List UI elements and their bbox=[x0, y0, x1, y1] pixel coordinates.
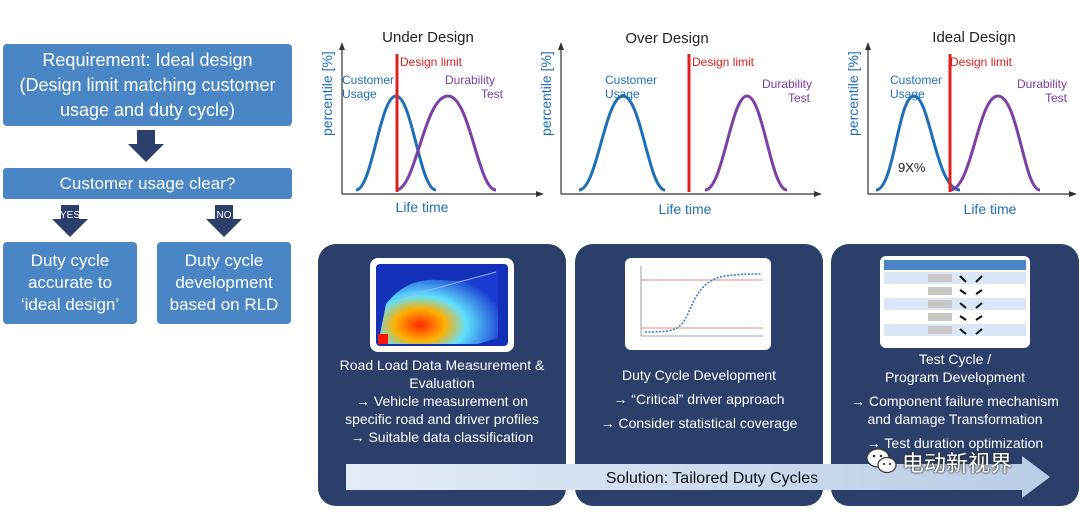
usage-question-box: Customer usage clear? bbox=[3, 168, 292, 199]
no-outcome-line: based on RLD bbox=[169, 295, 279, 314]
panel-line: Duty Cycle Development bbox=[621, 367, 777, 383]
plot-title: Under Design bbox=[382, 29, 474, 46]
customer-usage-curve bbox=[875, 94, 961, 192]
test-cycle-table-image bbox=[880, 256, 1030, 348]
customer-label: Usage bbox=[605, 87, 640, 101]
durability-label: Durability bbox=[445, 73, 495, 87]
plot-title: Over Design bbox=[625, 30, 708, 47]
panel-line: Road Load Data Measurement & bbox=[339, 357, 545, 373]
requirement-line1: Requirement: Ideal design bbox=[42, 49, 253, 70]
rld-panel-text: Road Load Data Measurement & Evaluation … bbox=[322, 356, 562, 446]
x-axis-arrow-icon bbox=[536, 191, 544, 197]
y-axis-label: percentile [%] bbox=[538, 51, 554, 136]
no-label: NO bbox=[217, 210, 232, 221]
no-outcome-line: Duty cycle bbox=[184, 251, 264, 270]
usage-question: Customer usage clear? bbox=[59, 173, 236, 193]
no-arrow-icon: NO bbox=[206, 205, 242, 237]
panel-line: → Test duration optimization bbox=[866, 435, 1044, 451]
panel-line: → “Critical” driver approach bbox=[613, 391, 785, 407]
y-axis-label: percentile [%] bbox=[845, 51, 861, 136]
customer-label: Customer bbox=[605, 73, 657, 87]
panel-line: and damage Transformation bbox=[867, 411, 1043, 427]
customer-label: Usage bbox=[890, 87, 925, 101]
durability-label: Test bbox=[481, 87, 504, 101]
y-axis-arrow-icon bbox=[339, 42, 345, 50]
watermark-text: 电动新视界 bbox=[902, 452, 1013, 477]
plot-title: Ideal Design bbox=[932, 29, 1015, 46]
durability-label: Durability bbox=[762, 77, 812, 91]
design-limit-label: Design limit bbox=[692, 55, 755, 69]
down-arrow-icon bbox=[128, 130, 164, 162]
panel-line: → Consider statistical coverage bbox=[600, 415, 798, 431]
design-limit-label: Design limit bbox=[400, 55, 463, 69]
x-axis-arrow-icon bbox=[814, 191, 822, 197]
requirement-line3: usage and duty cycle) bbox=[59, 99, 236, 120]
test-cycle-panel-text: Test Cycle / Program Development → Compo… bbox=[835, 350, 1075, 452]
y-axis-arrow-icon bbox=[865, 42, 871, 50]
x-axis-label: Life time bbox=[964, 201, 1017, 217]
durability-label: Durability bbox=[1017, 77, 1067, 91]
wechat-icon bbox=[866, 448, 897, 474]
customer-label: Usage bbox=[342, 87, 377, 101]
x-axis-arrow-icon bbox=[1069, 191, 1077, 197]
yes-outcome-line: accurate to bbox=[27, 273, 113, 292]
yes-label: YES bbox=[60, 210, 80, 221]
panel-line: specific road and driver profiles bbox=[345, 411, 539, 427]
yes-outcome-line: Duty cycle bbox=[30, 251, 110, 270]
plot-over-design: Over Design percentile [%] Life time Des… bbox=[538, 30, 822, 217]
panel-line: → Suitable data classification bbox=[350, 429, 534, 445]
durability-test-curve bbox=[704, 94, 788, 192]
duty-cycle-s-curve-image bbox=[625, 258, 771, 350]
customer-label: Customer bbox=[890, 73, 942, 87]
panel-line: Test Cycle / bbox=[918, 351, 992, 367]
durability-test-curve bbox=[395, 94, 497, 192]
panel-line: → Component failure mechanism bbox=[851, 393, 1059, 409]
percentile-annotation: 9X% bbox=[898, 160, 926, 175]
duty-cycle-panel-text: Duty Cycle Development → “Critical” driv… bbox=[579, 366, 819, 432]
design-limit-label: Design limit bbox=[950, 55, 1013, 69]
customer-label: Customer bbox=[342, 73, 394, 87]
panel-line: → Vehicle measurement on bbox=[356, 393, 528, 409]
y-axis-label: percentile [%] bbox=[319, 51, 335, 136]
rld-heatmap-image bbox=[370, 258, 514, 352]
yes-outcome-box: Duty cycle accurate to ‘ideal design’ bbox=[3, 242, 137, 324]
yes-arrow-icon: YES bbox=[52, 205, 88, 237]
plot-under-design: Under Design percentile [%] Life time De… bbox=[319, 29, 544, 215]
durability-test-curve bbox=[949, 94, 1041, 192]
requirement-box: Requirement: Ideal design (Design limit … bbox=[3, 44, 292, 126]
solution-label: Solution: Tailored Duty Cycles bbox=[606, 470, 818, 487]
customer-usage-curve bbox=[578, 94, 666, 192]
no-outcome-box: Duty cycle development based on RLD bbox=[157, 242, 291, 324]
x-axis-label: Life time bbox=[659, 201, 712, 217]
panel-line: Program Development bbox=[884, 369, 1026, 385]
requirement-line2: (Design limit matching customer bbox=[19, 74, 276, 95]
y-axis-arrow-icon bbox=[558, 42, 564, 50]
x-axis-label: Life time bbox=[396, 199, 449, 215]
durability-label: Test bbox=[788, 91, 811, 105]
durability-label: Test bbox=[1045, 91, 1068, 105]
plot-ideal-design: Ideal Design percentile [%] Life time De… bbox=[845, 29, 1077, 217]
no-outcome-line: development bbox=[175, 273, 273, 292]
panel-line: Evaluation bbox=[409, 375, 475, 391]
yes-outcome-line: ‘ideal design’ bbox=[20, 295, 120, 314]
